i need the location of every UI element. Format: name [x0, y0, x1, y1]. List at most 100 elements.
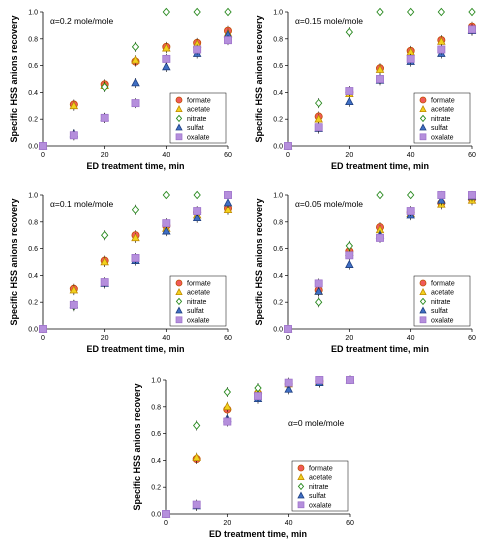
data-point-nitrate [223, 387, 231, 397]
legend-marker-nitrate [297, 482, 305, 491]
y-tick-label: 1.0 [273, 193, 283, 200]
y-axis-label: Specific HSS anions recovery [9, 15, 19, 142]
legend-marker-formate [419, 96, 427, 104]
data-point-acetate [192, 452, 201, 462]
x-tick-label: 40 [162, 335, 170, 342]
legend: formate acetate nitrate sulfat oxalate [413, 275, 471, 327]
y-tick-label: 0.8 [28, 36, 38, 43]
legend-marker-formate [175, 279, 183, 287]
legend: formate acetate nitrate sulfat oxalate [169, 275, 227, 327]
legend-label-acetate: acetate [309, 475, 332, 482]
x-axis-label: ED treatment time, min [209, 529, 307, 539]
data-point-oxalate [69, 300, 78, 309]
legend-label-formate: formate [431, 281, 455, 288]
data-point-oxalate [314, 123, 323, 132]
data-point-oxalate [224, 36, 232, 45]
data-point-nitrate [407, 190, 415, 200]
data-point-sulfat [345, 96, 354, 106]
data-point-sulfat [345, 259, 354, 268]
x-tick-label: 0 [286, 335, 290, 342]
x-tick-label: 60 [468, 152, 476, 159]
data-point-nitrate [468, 7, 476, 17]
legend-marker-sulfat [419, 123, 427, 131]
legend-marker-oxalate [175, 316, 183, 324]
x-axis-label: ED treatment time, min [331, 161, 429, 171]
legend-label-acetate: acetate [187, 107, 210, 114]
alpha-annotation: α=0.15 mole/mole [295, 16, 363, 26]
alpha-annotation: α=0.05 mole/mole [295, 199, 363, 209]
legend-label-sulfat: sulfat [431, 308, 448, 315]
y-axis-label: Specific HSS anions recovery [254, 15, 264, 142]
data-point-oxalate [406, 207, 415, 216]
legend-marker-acetate [419, 105, 427, 112]
y-tick-label: 0.2 [151, 485, 161, 492]
data-point-acetate [69, 100, 79, 110]
data-point-sulfat [131, 78, 140, 87]
data-point-acetate [223, 401, 232, 411]
legend-marker-oxalate [419, 316, 427, 324]
data-point-oxalate [69, 131, 78, 140]
data-point-oxalate [376, 75, 384, 83]
y-tick-label: 0.4 [28, 90, 38, 97]
legend: formate acetate nitrate sulfat oxalate [169, 92, 227, 144]
series-oxalate [39, 35, 232, 150]
data-point-oxalate [100, 278, 109, 287]
data-point-nitrate [315, 297, 323, 307]
legend-marker-formate [297, 464, 305, 472]
data-point-sulfat [437, 195, 446, 204]
legend-marker-formate [419, 279, 427, 287]
legend-marker-nitrate [419, 297, 427, 306]
legend-marker-oxalate [419, 133, 427, 141]
alpha-annotation: α=0.2 mole/mole [50, 16, 114, 26]
x-tick-label: 0 [41, 335, 45, 342]
data-point-sulfat [314, 286, 323, 295]
data-point-sulfat [223, 198, 233, 207]
data-point-oxalate [193, 45, 202, 54]
series-oxalate [162, 376, 354, 518]
data-point-acetate [162, 43, 171, 52]
legend-marker-nitrate [419, 114, 427, 123]
data-point-oxalate [314, 279, 323, 288]
y-tick-label: 1.0 [28, 10, 38, 17]
data-point-acetate [375, 64, 385, 73]
data-point-oxalate [192, 500, 201, 509]
data-point-nitrate [193, 190, 201, 200]
data-point-nitrate [101, 230, 109, 240]
legend-label-oxalate: oxalate [309, 502, 332, 509]
data-point-oxalate [345, 251, 354, 260]
data-point-oxalate [376, 233, 384, 242]
y-tick-label: 0.0 [151, 512, 161, 519]
y-tick-label: 0.4 [28, 273, 38, 280]
y-tick-label: 1.0 [28, 193, 38, 200]
legend: formate acetate nitrate sulfat oxalate [291, 460, 349, 512]
y-tick-label: 0.6 [151, 431, 161, 438]
y-axis-label: Specific HSS anions recovery [9, 198, 19, 325]
legend-marker-sulfat [297, 491, 305, 499]
x-tick-label: 20 [101, 335, 109, 342]
data-point-acetate [100, 257, 109, 266]
series-oxalate [39, 191, 232, 333]
data-point-nitrate [315, 98, 323, 108]
y-tick-label: 0.0 [28, 144, 38, 151]
x-tick-label: 60 [346, 520, 354, 527]
y-axis-label: Specific HSS anions recovery [254, 198, 264, 325]
legend-label-nitrate: nitrate [309, 484, 329, 491]
data-point-oxalate [284, 142, 292, 150]
chart-panel-2: 0.0 0.2 0.4 0.6 0.8 1.0 0 20 40 60 ED treatment ti… [254, 7, 477, 171]
data-point-oxalate [406, 54, 415, 63]
x-tick-label: 40 [285, 520, 293, 527]
data-point-acetate [131, 233, 140, 242]
x-tick-label: 0 [41, 152, 45, 159]
chart-panel-3: 0.0 0.2 0.4 0.6 0.8 1.0 0 20 40 60 ED treatment ti… [9, 190, 233, 354]
legend-marker-acetate [297, 473, 305, 481]
chart-panel-1: 0.0 0.2 0.4 0.6 0.8 1.0 0 20 40 60 ED treatment ti… [9, 7, 233, 171]
y-axis-label: Specific HSS anions recovery [132, 383, 142, 510]
data-point-acetate [314, 114, 323, 123]
data-point-oxalate [254, 392, 262, 401]
x-tick-label: 60 [224, 152, 232, 159]
data-point-oxalate [315, 376, 324, 384]
x-axis-label: ED treatment time, min [331, 344, 429, 354]
legend-label-formate: formate [431, 98, 455, 105]
data-point-nitrate [131, 42, 140, 52]
